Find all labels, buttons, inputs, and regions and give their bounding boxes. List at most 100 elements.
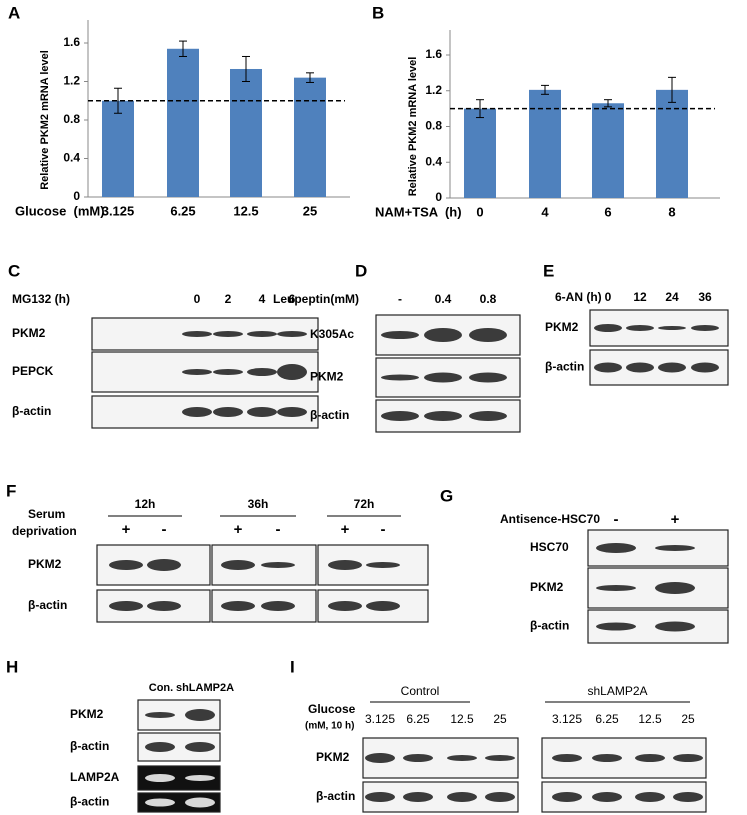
y-tick-label: 0.8 [425, 119, 442, 133]
lane-label: - [276, 521, 281, 538]
x-tick-label: 6.25 [170, 203, 195, 218]
blot-band [424, 411, 462, 421]
row-label: PKM2 [70, 707, 104, 721]
blot-band [213, 369, 243, 375]
row-label: PKM2 [12, 326, 46, 340]
blot-band [447, 755, 477, 761]
blot-band [328, 560, 362, 570]
blot-band [185, 742, 215, 752]
lane-label: 4 [259, 292, 266, 306]
y-tick-label: 1.6 [425, 47, 442, 61]
blot-band [261, 562, 295, 568]
blot-band [109, 601, 143, 611]
blot-header: MG132 (h) [12, 292, 70, 306]
error-bar [668, 76, 676, 103]
x-tick-label: 12.5 [233, 203, 258, 218]
blot-band [592, 792, 622, 802]
blot-band [277, 331, 307, 337]
blot-header: (mM, 10 h) [305, 721, 354, 732]
group-label: 72h [354, 497, 375, 511]
blot-band [182, 331, 212, 337]
blot-band [247, 331, 277, 337]
blot-band [261, 601, 295, 611]
blot-band [469, 372, 507, 383]
blot-band [381, 411, 419, 421]
blot-band [552, 754, 582, 762]
row-label: β-actin [12, 404, 51, 418]
group-label: shLAMP2A [587, 684, 647, 698]
panel-letter: G [440, 486, 453, 505]
lane-label: 2 [225, 292, 232, 306]
blot-band [182, 407, 212, 417]
blot-band [328, 601, 362, 611]
panel-letter: B [372, 3, 384, 22]
lane-label: - [381, 521, 386, 538]
lane-label: 25 [681, 712, 695, 726]
blot-band [485, 792, 515, 802]
lane-label: + [671, 511, 680, 528]
x-tick-label: 4 [541, 204, 549, 219]
blot-band [691, 362, 719, 373]
blot-band [221, 601, 255, 611]
blot-band [403, 754, 433, 762]
lane-label: - [614, 511, 619, 528]
row-label: PKM2 [316, 750, 350, 764]
row-label: PKM2 [545, 320, 579, 334]
blot-band [147, 559, 181, 571]
lane-label: 3.125 [552, 712, 582, 726]
group-label: Control [401, 684, 440, 698]
blot-band [185, 709, 215, 721]
blot-band [145, 798, 175, 807]
blot-band [626, 362, 654, 373]
y-tick-label: 1.6 [63, 35, 80, 49]
row-label: β-actin [545, 360, 584, 374]
y-tick-label: 0 [435, 190, 442, 204]
lane-label: - [398, 292, 402, 306]
row-label: HSC70 [530, 540, 569, 554]
bar [464, 108, 496, 198]
blot-band [247, 407, 277, 417]
blot-band [213, 331, 243, 337]
row-label: β-actin [28, 598, 67, 612]
panel-letter: H [6, 657, 18, 676]
blot-band [277, 407, 307, 417]
x-axis-label: NAM+TSA (h) [375, 204, 462, 219]
panel-letter: A [8, 3, 20, 22]
y-tick-label: 0 [73, 189, 80, 203]
bar [230, 68, 262, 197]
blot-band [658, 362, 686, 373]
blot-band [594, 362, 622, 373]
blot-band [594, 324, 622, 332]
y-axis-label: Relative PKM2 mRNA level [39, 50, 51, 190]
x-tick-label: 6 [604, 204, 611, 219]
blot-band [658, 326, 686, 330]
blot-band [691, 325, 719, 331]
error-bar [179, 40, 187, 57]
blot-band [277, 364, 307, 380]
lane-label: 0 [194, 292, 201, 306]
blot-band [635, 792, 665, 802]
lane-label: 6.25 [595, 712, 619, 726]
row-label: β-actin [70, 739, 109, 753]
row-label: PKM2 [28, 557, 62, 571]
blot-band [213, 407, 243, 417]
bar [592, 103, 624, 198]
blot-band [182, 369, 212, 375]
error-bar [114, 87, 122, 114]
x-tick-label: 25 [303, 203, 317, 218]
blot-band [592, 754, 622, 762]
blot-band [381, 374, 419, 381]
blot-band [145, 712, 175, 718]
blot-band [635, 754, 665, 762]
x-tick-label: 0 [476, 204, 483, 219]
lane-label: + [122, 521, 131, 538]
panel-letter: F [6, 481, 16, 500]
y-tick-label: 1.2 [63, 74, 80, 88]
blot-band [365, 792, 395, 802]
row-label: β-actin [316, 789, 355, 803]
blot-band [366, 562, 400, 568]
y-tick-label: 0.4 [425, 154, 442, 168]
blot-band [673, 754, 703, 762]
y-tick-label: 1.2 [425, 83, 442, 97]
